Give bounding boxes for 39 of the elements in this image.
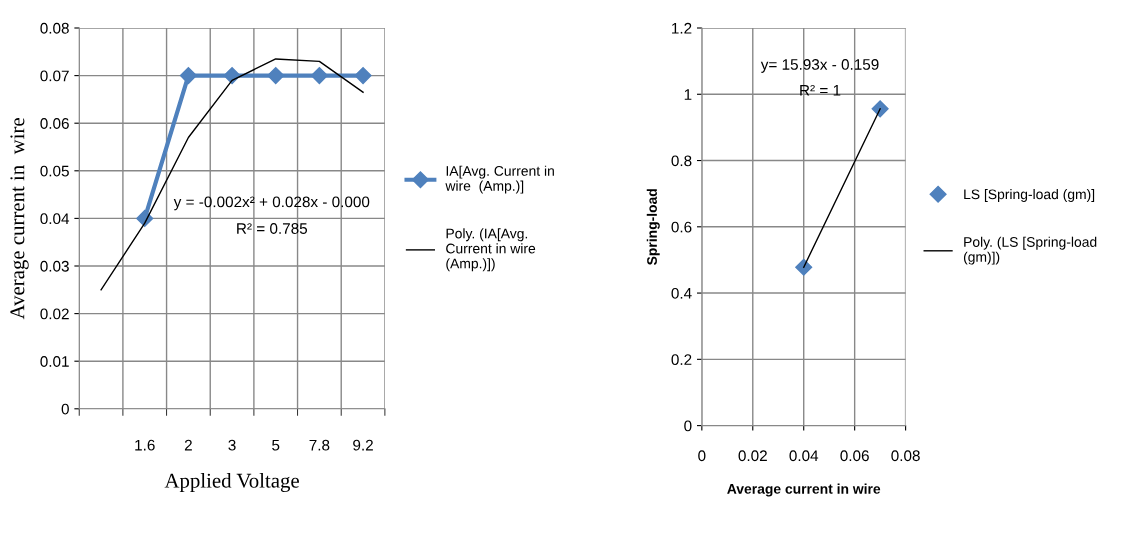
x-tick-label: 0.02: [738, 450, 767, 462]
legend-label: LS [Spring-load (gm)]: [964, 189, 1095, 202]
x-tick-label: 9.2: [353, 439, 373, 451]
y-tick-label: 0.08: [40, 22, 69, 34]
y-tick-label: 1: [684, 89, 692, 100]
y-tick-label: 0.4: [671, 287, 692, 299]
legend-label: IA[Avg. Current in wire (Amp.)]: [445, 165, 554, 194]
x-tick-label: 3: [228, 439, 236, 451]
x-tick-label: 0.04: [789, 450, 819, 462]
x-tick-label: 5: [272, 439, 280, 451]
x-tick-label: 7.8: [309, 439, 330, 451]
x-tick-label: 2: [184, 439, 192, 451]
y-axis-title: Average current in wire: [10, 118, 29, 320]
x-tick-label: 0: [698, 450, 706, 462]
x-tick-label: 1.6: [135, 439, 155, 451]
annotation: R² = 0.785: [237, 223, 308, 234]
y-tick-label: 0.6: [671, 221, 692, 233]
legend-label: Poly. (LS [Spring-load (gm)]): [963, 236, 1097, 265]
y-tick-label: 0.02: [40, 308, 69, 320]
x-axis-title: Average current in wire: [727, 483, 881, 497]
x-axis-title: Applied Voltage: [164, 473, 299, 492]
y-tick-label: 0: [684, 420, 692, 432]
y-tick-label: 0.01: [40, 356, 69, 367]
y-tick-label: 0.03: [40, 260, 69, 272]
y-tick-label: 0.07: [40, 70, 69, 82]
x-tick-label: 0.06: [840, 450, 869, 462]
annotation: y= 15.93x - 0.159: [760, 59, 879, 73]
annotation: R² = 1: [800, 84, 841, 96]
y-tick-label: 0.05: [40, 165, 69, 177]
y-tick-label: 0: [61, 403, 69, 415]
legend-label: Poly. (IA[Avg. Current in wire (Amp.)]): [446, 228, 536, 272]
annotation: y = -0.002x² + 0.028x - 0.000: [173, 196, 370, 211]
x-tick-label: 0.08: [891, 450, 920, 462]
y-tick-label: 0.06: [40, 118, 69, 129]
y-tick-label: 1.2: [672, 22, 692, 34]
y-tick-label: 0.2: [671, 354, 692, 366]
y-axis-title: Spring-load: [646, 189, 660, 265]
y-tick-label: 0.8: [671, 155, 692, 167]
y-tick-label: 0.04: [40, 213, 70, 225]
